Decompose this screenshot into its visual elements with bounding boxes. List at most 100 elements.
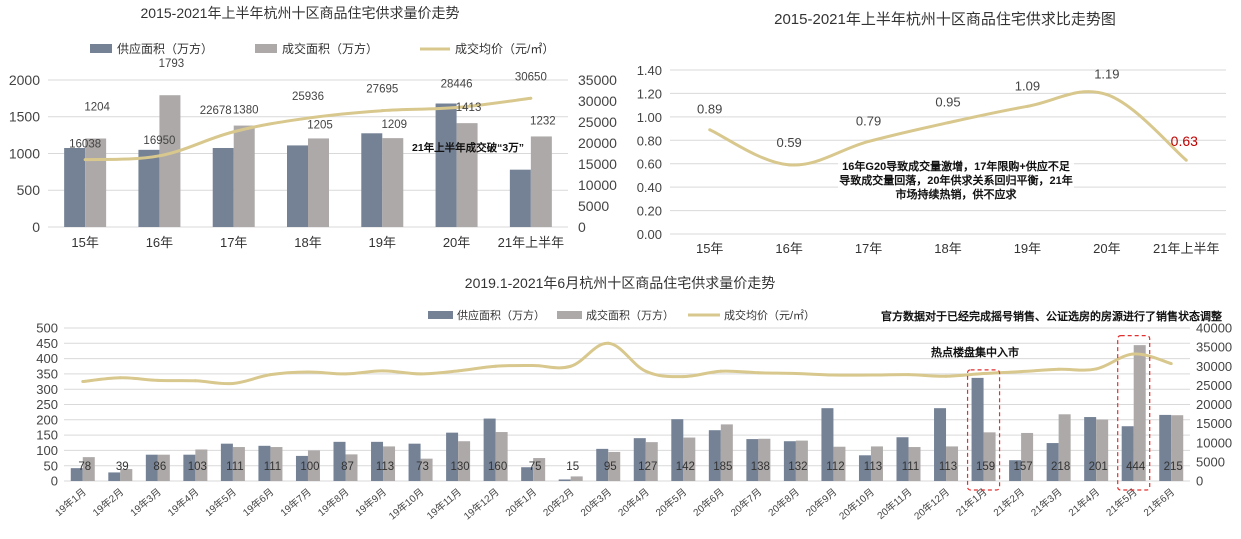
x-tick-label: 21年上半年	[498, 235, 564, 250]
y-tick-label: 2000	[9, 72, 40, 88]
y-tick-label: 250	[36, 397, 58, 412]
supply-bar	[558, 479, 571, 481]
price-point	[193, 379, 197, 383]
x-tick-label: 19年1月	[52, 485, 88, 519]
legend-label: 成交均价（元/㎡）	[724, 308, 815, 322]
ratio-data-label: 0.95	[935, 95, 960, 110]
supply-bar	[138, 149, 160, 227]
deal-bar	[870, 446, 883, 481]
price-point	[419, 372, 423, 376]
legend-label: 供应面积（万方）	[457, 308, 545, 322]
x-tick-label: 15年	[696, 241, 723, 256]
deal-bar	[833, 446, 846, 481]
deal-bar	[1021, 432, 1034, 481]
deal-data-label: 15	[566, 461, 579, 473]
deal-data-label: 111	[902, 461, 919, 473]
supply-bar	[509, 169, 531, 227]
legend-label: 成交面积（万方）	[282, 41, 378, 56]
supply-bar	[183, 454, 196, 481]
deal-data-label: 1209	[381, 119, 407, 131]
x-tick-label: 19年7月	[277, 485, 313, 519]
x-tick-label: 20年8月	[765, 485, 801, 519]
supply-bar	[371, 441, 384, 481]
supply-bar	[483, 418, 496, 481]
deal-data-label: 112	[826, 461, 844, 473]
price-point	[794, 372, 798, 376]
y-tick-label: 0	[32, 219, 40, 235]
legend-swatch	[557, 311, 582, 319]
price-point	[831, 373, 835, 377]
y2-tick-label: 15000	[578, 156, 617, 172]
ratio-point	[708, 128, 712, 132]
y-tick-label: 1000	[9, 145, 40, 161]
price-data-label: 30650	[515, 71, 547, 83]
y-tick-label: 500	[17, 182, 41, 198]
price-line	[82, 341, 1172, 386]
y2-tick-label: 10000	[1196, 435, 1232, 450]
x-tick-label: 15年	[71, 235, 98, 250]
x-tick-label: 19年	[369, 235, 396, 250]
deal-bar	[420, 458, 433, 481]
price-point	[232, 130, 236, 134]
deal-bar	[645, 442, 658, 481]
x-tick-label: 20年5月	[653, 485, 689, 519]
x-tick-label: 16年	[775, 241, 802, 256]
x-tick-label: 20年4月	[615, 485, 651, 519]
deal-bar	[533, 458, 546, 481]
price-point	[1094, 367, 1098, 371]
price-point	[1057, 367, 1061, 371]
supply-bar	[708, 430, 721, 481]
deal-data-label: 95	[604, 461, 617, 473]
price-point	[1169, 362, 1173, 366]
x-tick-label: 18年	[294, 235, 321, 250]
deal-bar	[157, 454, 170, 481]
x-tick-label: 21年上半年	[1153, 241, 1219, 256]
y-tick-label: 0.80	[637, 133, 662, 148]
deal-data-label: 157	[1014, 461, 1033, 473]
supply-bar	[258, 445, 271, 481]
deal-bar	[908, 447, 921, 481]
chart-title: 2019.1-2021年6月杭州十区商品住宅供求量价走势	[465, 275, 775, 291]
x-tick-label: 20年6月	[690, 485, 726, 519]
price-point	[83, 158, 87, 162]
deal-data-label: 130	[451, 461, 470, 473]
supply-bar	[971, 377, 984, 481]
supply-bar	[145, 454, 158, 481]
y-tick-label: 450	[36, 336, 58, 351]
y-tick-label: 1.20	[637, 86, 662, 101]
price-point	[456, 369, 460, 373]
deal-data-label: 39	[116, 461, 129, 473]
x-tick-label: 19年5月	[202, 485, 238, 519]
deal-bar	[195, 449, 208, 481]
supply-bar	[934, 408, 947, 481]
x-tick-label: 20年	[1093, 241, 1120, 256]
deal-data-label: 86	[153, 461, 166, 473]
x-tick-label: 18年	[934, 241, 961, 256]
x-tick-label: 20年11月	[874, 485, 914, 522]
deal-bar	[270, 447, 283, 481]
y-tick-label: 1.40	[637, 63, 662, 78]
deal-bar	[383, 446, 396, 481]
price-point	[944, 374, 948, 378]
deal-bar	[82, 457, 95, 481]
x-tick-label: 20年3月	[578, 485, 614, 519]
deal-bar	[382, 138, 404, 227]
supply-bar	[896, 437, 909, 481]
supply-bar	[361, 133, 383, 227]
ratio-data-label: 0.63	[1171, 133, 1198, 149]
supply-bar	[1159, 414, 1172, 481]
price-point	[118, 376, 122, 380]
supply-bar	[333, 441, 346, 481]
deal-data-label: 1413	[456, 102, 482, 114]
supply-bar	[858, 455, 871, 481]
ratio-data-label: 0.59	[776, 135, 801, 150]
annotation-box: 16年G20导致成交量激增，17年限购+供应不足导致成交量回落，20年供求关系回…	[838, 160, 1074, 202]
price-point	[268, 373, 272, 377]
price-data-label: 16038	[69, 139, 101, 151]
y2-tick-label: 0	[1196, 474, 1203, 489]
deal-data-label: 142	[676, 461, 695, 473]
x-tick-label: 17年	[220, 235, 247, 250]
ratio-data-label: 0.79	[856, 113, 881, 128]
deal-bar	[232, 447, 245, 481]
supply-bar	[633, 438, 646, 481]
